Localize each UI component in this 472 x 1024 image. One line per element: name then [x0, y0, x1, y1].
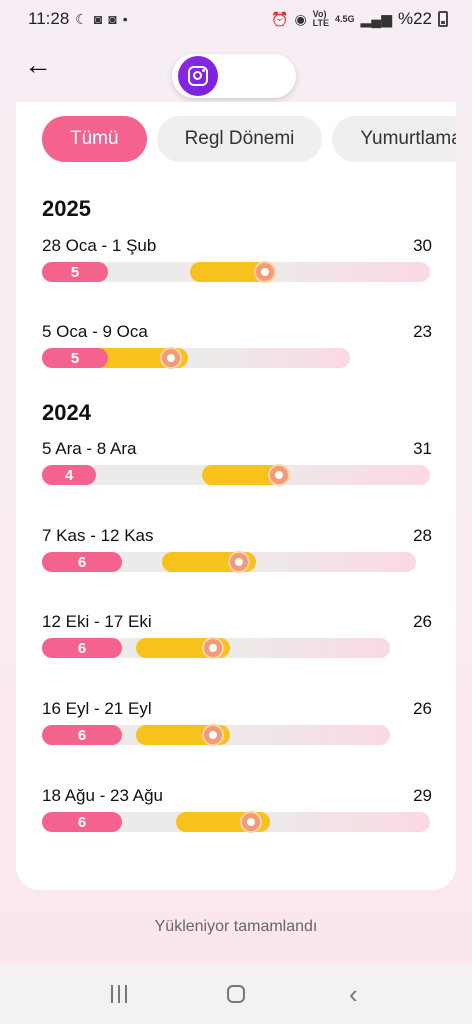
- cycle-date-range: 28 Oca - 1 Şub: [42, 236, 157, 255]
- cycle-row[interactable]: 5 Ara - 8 Ara 31 4: [42, 439, 432, 489]
- cycle-date-range: 12 Eki - 17 Eki: [42, 612, 152, 631]
- system-nav-bar: ‹: [0, 964, 472, 1024]
- period-segment: 6: [42, 812, 122, 832]
- ovulation-icon: [202, 637, 224, 659]
- year-heading: 2024: [42, 400, 91, 425]
- ovulation-icon: [160, 347, 182, 369]
- cycle-row[interactable]: 5 Oca - 9 Oca 23 5: [42, 322, 432, 372]
- home-icon: [226, 985, 245, 1003]
- cycle-history-card: Tümü Regl Dönemi Yumurtlama 2025 28 Oca …: [16, 102, 456, 890]
- status-right: ⏰ ◉ Vo) LTE 4.5G ▂▄▆ %22: [271, 9, 448, 29]
- hotspot-icon: ◉: [294, 10, 307, 27]
- cycle-length: 28: [413, 526, 432, 545]
- cycle-row[interactable]: 28 Oca - 1 Şub 30 5: [42, 236, 432, 286]
- cycle-bar: 5: [42, 261, 430, 283]
- recent-apps-icon: [110, 985, 127, 1003]
- cycle-date-range: 7 Kas - 12 Kas: [42, 526, 154, 545]
- cycle-length: 31: [413, 439, 432, 458]
- battery-icon: [438, 11, 448, 27]
- back-button[interactable]: ←: [22, 50, 54, 82]
- instagram-notification-icon: ◙: [93, 11, 103, 27]
- cycle-date-range: 18 Ağu - 23 Ağu: [42, 786, 163, 805]
- status-left: 11:28 ☾ ◙ ◙ •: [28, 9, 128, 29]
- filter-tab-period[interactable]: Regl Dönemi: [156, 116, 323, 162]
- filter-tab-all[interactable]: Tümü: [42, 116, 147, 162]
- cycle-date-range: 5 Ara - 8 Ara: [42, 439, 137, 458]
- ovulation-icon: [268, 464, 290, 486]
- period-segment: 5: [42, 262, 108, 282]
- moon-icon: ☾: [75, 10, 88, 27]
- year-heading: 2025: [42, 196, 91, 221]
- cycle-length: 26: [413, 699, 432, 718]
- cycle-length: 30: [413, 236, 432, 255]
- cycle-row[interactable]: 7 Kas - 12 Kas 28 6: [42, 526, 432, 576]
- period-segment: 4: [42, 465, 96, 485]
- cycle-date-range: 5 Oca - 9 Oca: [42, 322, 148, 341]
- instagram-icon[interactable]: [178, 56, 218, 96]
- signal-icon: ▂▄▆: [360, 10, 392, 27]
- ovulation-icon: [202, 724, 224, 746]
- status-time: 11:28: [28, 9, 70, 28]
- ovulation-icon: [240, 811, 262, 833]
- dot-icon: •: [122, 11, 128, 27]
- period-segment: 6: [42, 552, 122, 572]
- period-segment: 6: [42, 725, 122, 745]
- cycle-date-range: 16 Eyl - 21 Eyl: [42, 699, 152, 718]
- period-segment: 5: [42, 348, 108, 368]
- battery-percent: %22: [397, 9, 432, 28]
- recent-apps-button[interactable]: [99, 974, 139, 1014]
- cycle-bar: 6: [42, 811, 430, 833]
- volte-label: Vo): [312, 9, 327, 19]
- app-header: ←: [0, 38, 472, 102]
- filter-tabs: Tümü Regl Dönemi Yumurtlama: [42, 116, 456, 162]
- instagram-glyph: [188, 66, 208, 86]
- cycle-bar: 6: [42, 551, 416, 573]
- alarm-icon: ⏰: [271, 10, 289, 27]
- cycle-row[interactable]: 18 Ağu - 23 Ağu 29 6: [42, 786, 432, 836]
- filter-tab-ovulation[interactable]: Yumurtlama: [332, 116, 456, 162]
- status-bar: 11:28 ☾ ◙ ◙ • ⏰ ◉ Vo) LTE 4.5G ▂▄▆ %22: [0, 0, 472, 38]
- period-segment: 6: [42, 638, 122, 658]
- instagram-notification-icon: ◙: [108, 11, 117, 27]
- data-type-label: 4.5G: [335, 13, 355, 24]
- cycle-bar: 6: [42, 724, 390, 746]
- system-back-button[interactable]: ‹: [333, 974, 373, 1014]
- arrow-left-icon: ←: [24, 49, 52, 80]
- cycle-bar: 6: [42, 637, 390, 659]
- home-button[interactable]: [216, 974, 256, 1014]
- cycle-row[interactable]: 16 Eyl - 21 Eyl 26 6: [42, 699, 432, 749]
- lte-label: LTE: [312, 18, 329, 28]
- cycle-length: 29: [413, 786, 432, 805]
- ovulation-icon: [254, 261, 276, 283]
- cycle-length: 23: [413, 322, 432, 341]
- cycle-bar: 5: [42, 347, 350, 369]
- instagram-pill[interactable]: [172, 54, 296, 98]
- cycle-row[interactable]: 12 Eki - 17 Eki 26 6: [42, 612, 432, 662]
- ovulation-icon: [228, 551, 250, 573]
- network-indicator: Vo) LTE: [313, 10, 329, 28]
- chevron-left-icon: ‹: [348, 978, 358, 1009]
- cycle-bar: 4: [42, 464, 430, 486]
- loading-status-text: Yükleniyor tamamlandı: [154, 918, 318, 935]
- cycle-length: 26: [413, 612, 432, 631]
